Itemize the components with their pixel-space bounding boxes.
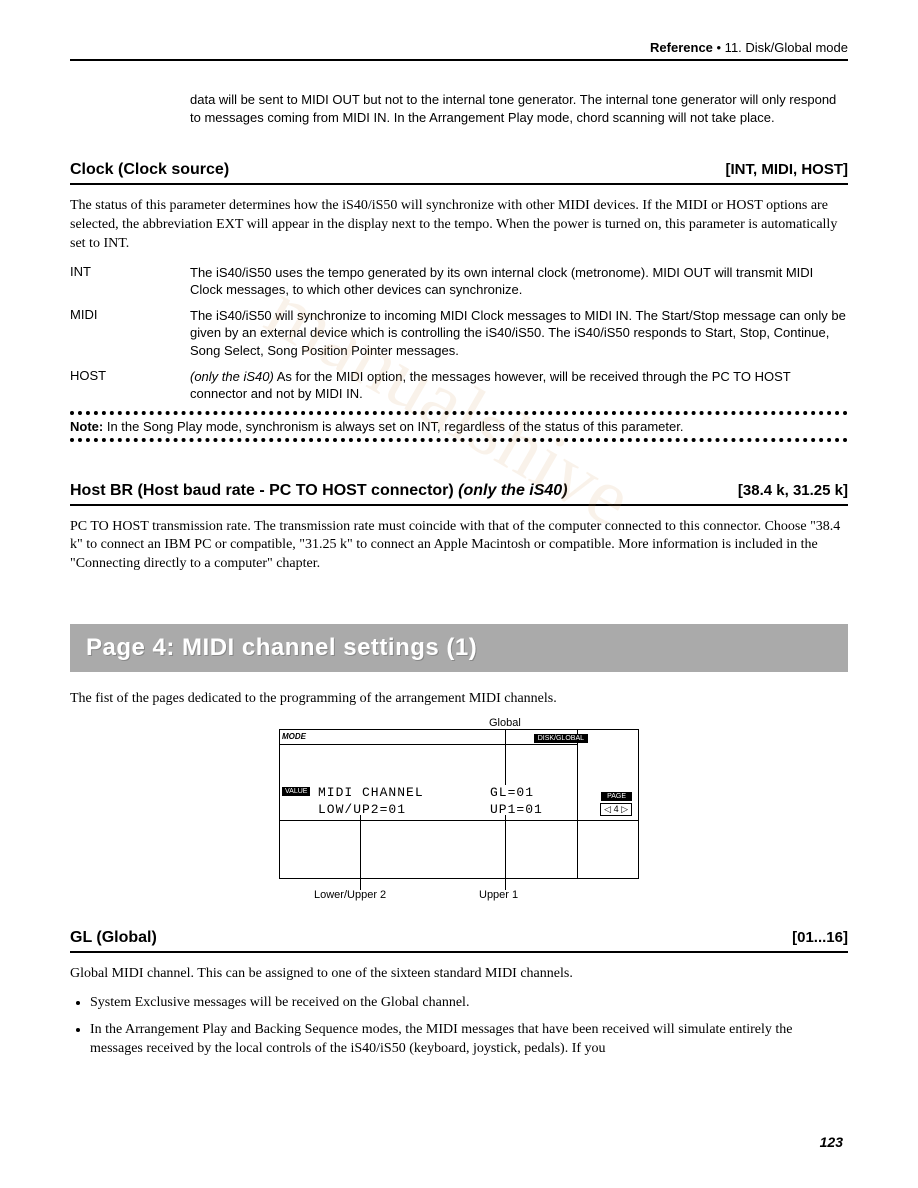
clock-range: [INT, MIDI, HOST]: [726, 161, 849, 178]
def-int: INT The iS40/iS50 uses the tempo generat…: [70, 264, 848, 299]
label-lower-upper2: Lower/Upper 2: [314, 889, 386, 901]
gl-title: GL (Global): [70, 929, 157, 947]
clock-section-header: Clock (Clock source) [INT, MIDI, HOST]: [70, 161, 848, 185]
hostbr-paragraph: PC TO HOST transmission rate. The transm…: [70, 518, 848, 575]
gl-bullet-2: In the Arrangement Play and Backing Sequ…: [90, 1021, 848, 1059]
gl-bullet-list: System Exclusive messages will be receiv…: [70, 994, 848, 1059]
gl-range: [01...16]: [792, 929, 848, 946]
page-number: 123: [820, 1134, 843, 1150]
label-global: Global: [489, 717, 521, 729]
lcd-diagram: Global MODE DISK/GLOBAL VALUE MIDI CHANN…: [279, 729, 639, 879]
lcd-line1: MIDI CHANNEL: [318, 785, 424, 800]
def-host: HOST (only the iS40) As for the MIDI opt…: [70, 368, 848, 403]
hostbr-section-header: Host BR (Host baud rate - PC TO HOST con…: [70, 482, 848, 506]
note-text: In the Song Play mode, synchronism is al…: [103, 419, 683, 434]
banner-intro: The fist of the pages dedicated to the p…: [70, 690, 848, 709]
lcd-vline: [577, 730, 578, 878]
def-term-host: HOST: [70, 368, 190, 403]
def-host-prefix: (only the iS40): [190, 369, 274, 384]
callout-line: [505, 815, 506, 890]
lcd-screen: MODE DISK/GLOBAL VALUE MIDI CHANNEL LOW/…: [279, 729, 639, 879]
label-upper1: Upper 1: [479, 889, 518, 901]
hostbr-title: Host BR (Host baud rate - PC TO HOST con…: [70, 482, 568, 500]
def-desc-midi: The iS40/iS50 will synchronize to incomi…: [190, 307, 848, 360]
lcd-page-number: ◁ 4 ▷: [600, 803, 632, 816]
lcd-line2: LOW/UP2=01: [318, 802, 406, 817]
lcd-page-badge: PAGE: [601, 792, 632, 801]
lcd-line3: GL=01: [490, 785, 534, 800]
def-term-int: INT: [70, 264, 190, 299]
def-desc-host: (only the iS40) As for the MIDI option, …: [190, 368, 848, 403]
lcd-hline: [280, 820, 638, 821]
hostbr-range: [38.4 k, 31.25 k]: [738, 482, 848, 499]
lcd-line4: UP1=01: [490, 802, 543, 817]
def-host-rest: As for the MIDI option, the messages how…: [190, 369, 790, 402]
note-box: Note: In the Song Play mode, synchronism…: [70, 411, 848, 442]
page4-banner: Page 4: MIDI channel settings (1): [70, 624, 848, 672]
gl-paragraph: Global MIDI channel. This can be assigne…: [70, 965, 848, 984]
page-header: Reference • 11. Disk/Global mode: [70, 40, 848, 61]
callout-line: [360, 815, 361, 890]
lcd-value-label: VALUE: [282, 787, 310, 796]
hostbr-title-italic: (only the iS40): [458, 482, 567, 499]
callout-line: [505, 730, 506, 785]
lcd-mode-label: MODE: [282, 732, 306, 741]
def-term-midi: MIDI: [70, 307, 190, 360]
header-rest: • 11. Disk/Global mode: [713, 40, 848, 55]
hostbr-title-main: Host BR (Host baud rate - PC TO HOST con…: [70, 482, 458, 499]
def-desc-int: The iS40/iS50 uses the tempo generated b…: [190, 264, 848, 299]
clock-paragraph: The status of this parameter determines …: [70, 197, 848, 254]
def-midi: MIDI The iS40/iS50 will synchronize to i…: [70, 307, 848, 360]
lcd-diskglobal-badge: DISK/GLOBAL: [534, 734, 588, 743]
intro-paragraph: data will be sent to MIDI OUT but not to…: [190, 91, 848, 126]
lcd-hline: [280, 744, 578, 745]
header-bold: Reference: [650, 40, 713, 55]
note-label: Note:: [70, 419, 103, 434]
gl-bullet-1: System Exclusive messages will be receiv…: [90, 994, 848, 1013]
clock-title: Clock (Clock source): [70, 161, 229, 179]
gl-section-header: GL (Global) [01...16]: [70, 929, 848, 953]
